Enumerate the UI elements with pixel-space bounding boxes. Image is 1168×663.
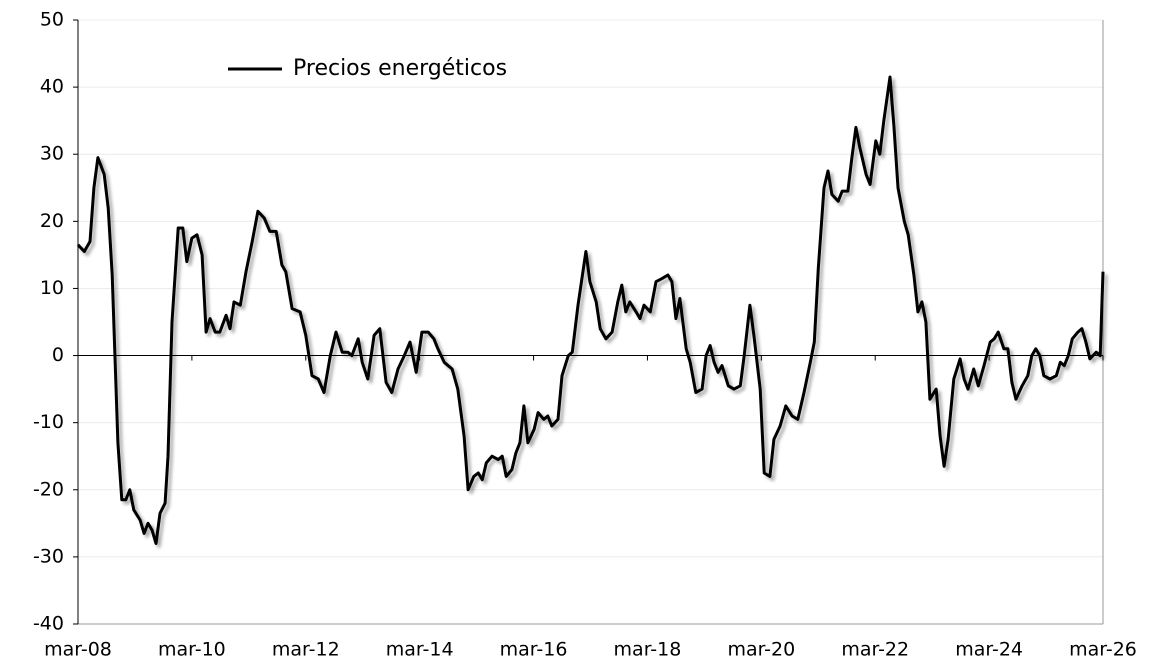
x-tick-label: mar-20 <box>727 639 795 661</box>
x-tick-label: mar-18 <box>614 639 682 661</box>
y-tick-label: 20 <box>40 210 64 232</box>
x-tick-label: mar-10 <box>158 639 226 661</box>
data-line <box>76 75 1105 545</box>
x-tick-label: mar-14 <box>386 639 454 661</box>
x-tick-label: mar-24 <box>955 639 1023 661</box>
x-tick-label: mar-12 <box>272 639 340 661</box>
x-tick-label: mar-16 <box>500 639 568 661</box>
y-tick-label: -30 <box>33 545 64 567</box>
y-tick-label: 40 <box>40 76 64 98</box>
y-tick-label: 0 <box>52 344 64 366</box>
y-tick-label: 30 <box>40 143 64 165</box>
y-tick-label: -40 <box>33 613 64 635</box>
y-tick-label: 10 <box>40 277 64 299</box>
y-tick-label: -20 <box>33 478 64 500</box>
x-tick-label: mar-22 <box>841 639 909 661</box>
y-tick-label: 50 <box>40 9 64 31</box>
x-tick-label: mar-26 <box>1069 639 1137 661</box>
x-tick-label: mar-08 <box>44 639 112 661</box>
legend-label: Precios energéticos <box>293 56 507 81</box>
y-tick-label: -10 <box>33 411 64 433</box>
